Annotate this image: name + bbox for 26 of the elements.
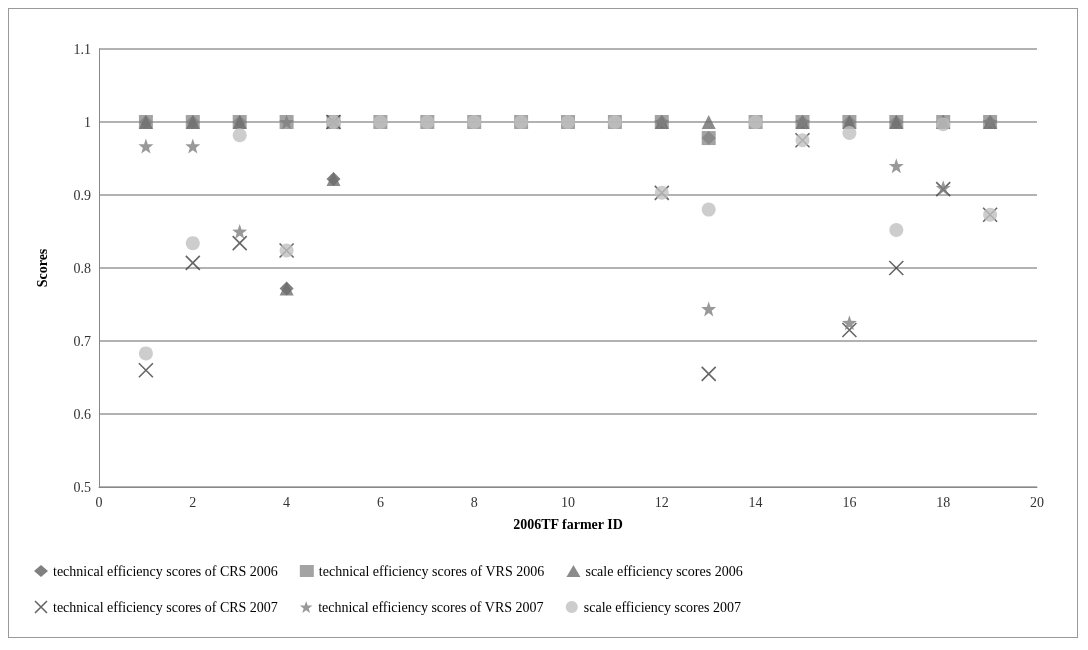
y-tick-label: 0.6 xyxy=(73,406,91,422)
x-tick-label: 10 xyxy=(561,494,575,510)
x-tick-label: 18 xyxy=(936,494,951,510)
y-tick-label: 1 xyxy=(84,114,91,130)
x-tick-label: 8 xyxy=(470,494,478,510)
legend-label: technical efficiency scores of CRS 2007 xyxy=(53,599,278,615)
x-tick-label: 2 xyxy=(189,494,197,510)
x-tick-label: 4 xyxy=(283,494,291,510)
x-tick-label: 12 xyxy=(654,494,669,510)
x-tick-label: 6 xyxy=(376,494,384,510)
y-tick-label: 0.9 xyxy=(73,187,91,203)
legend-label: scale efficiency scores 2007 xyxy=(583,599,741,615)
y-tick-label: 0.7 xyxy=(73,333,91,349)
legend-label: technical efficiency scores of VRS 2006 xyxy=(318,563,545,579)
y-tick-label: 1.1 xyxy=(73,41,91,57)
x-tick-label: 14 xyxy=(748,494,763,510)
x-tick-label: 16 xyxy=(842,494,857,510)
x-tick-label: 0 xyxy=(95,494,103,510)
legend-label: technical efficiency scores of CRS 2006 xyxy=(53,563,278,579)
y-axis-title: Scores xyxy=(34,248,50,288)
legend-label: scale efficiency scores 2006 xyxy=(585,563,743,579)
x-axis-title: 2006TF farmer ID xyxy=(513,516,623,532)
legend-label: technical efficiency scores of VRS 2007 xyxy=(318,599,544,615)
x-tick-label: 20 xyxy=(1030,494,1044,510)
y-tick-label: 0.5 xyxy=(73,479,91,495)
y-tick-label: 0.8 xyxy=(73,260,91,276)
